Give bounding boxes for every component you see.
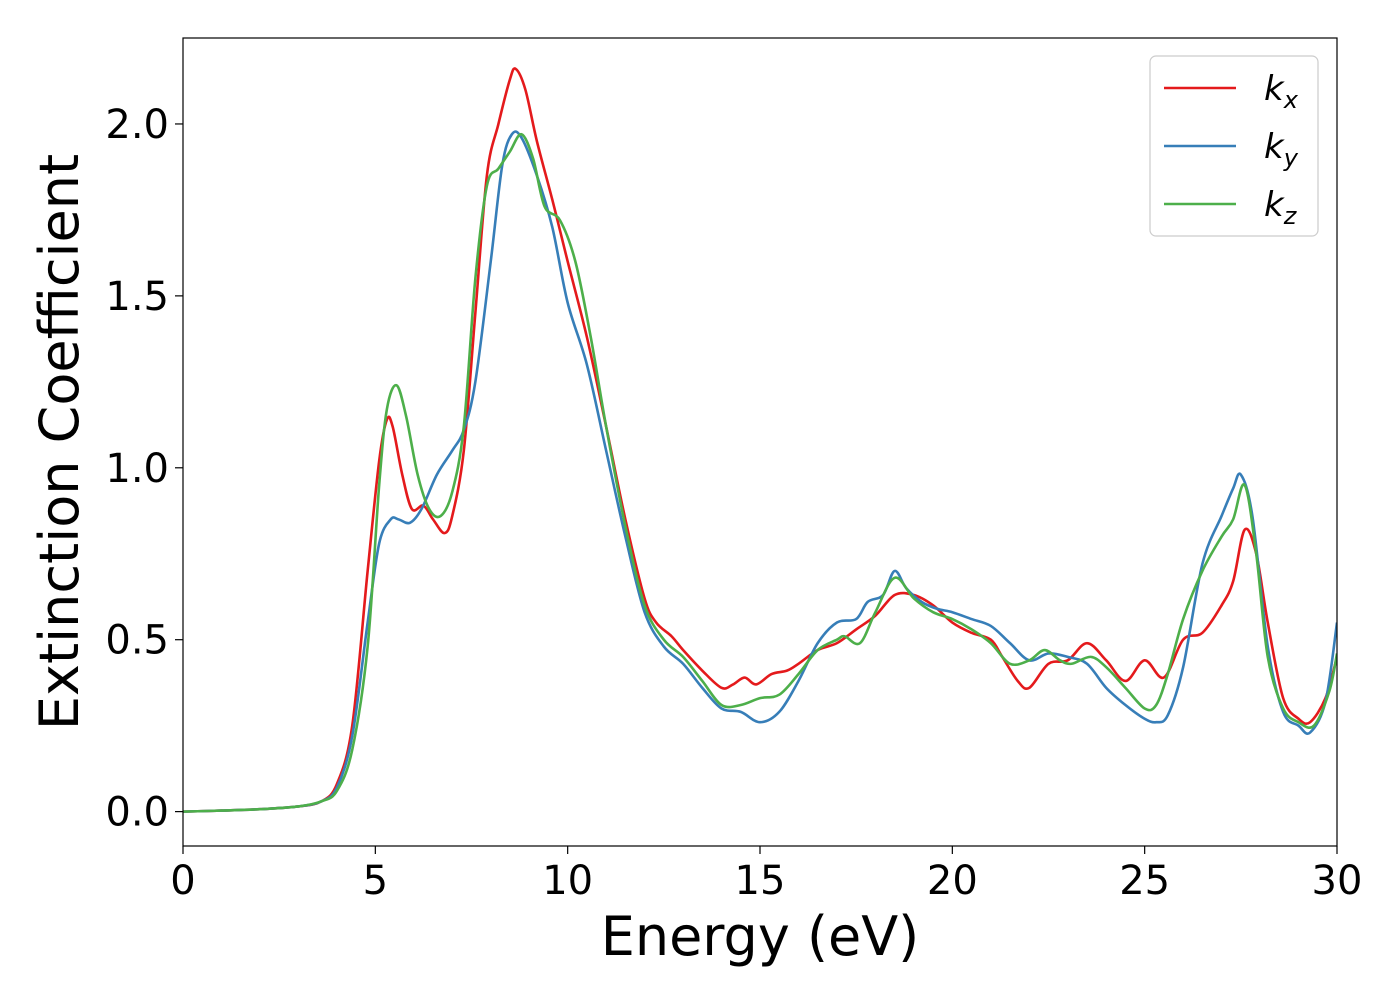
x-tick-label: 5 xyxy=(363,858,388,904)
y-axis-title: Extinction Coefficient xyxy=(28,154,91,730)
y-tick-label: 0.5 xyxy=(105,618,169,664)
y-tick-label: 1.5 xyxy=(105,274,169,320)
series-line-kz xyxy=(183,132,1337,813)
series-line-ky xyxy=(183,130,1337,813)
x-tick-label: 25 xyxy=(1119,858,1170,904)
y-tick-label: 0.0 xyxy=(105,790,169,836)
legend-label: kz xyxy=(1264,185,1298,230)
y-tick-label: 2.0 xyxy=(105,102,169,148)
x-tick-label: 15 xyxy=(735,858,786,904)
legend-label-base: k xyxy=(1264,185,1285,225)
y-tick-label: 1.0 xyxy=(105,446,169,492)
legend-label: kx xyxy=(1264,69,1299,114)
x-tick-label: 0 xyxy=(170,858,195,904)
x-tick-label: 20 xyxy=(927,858,978,904)
series-layer xyxy=(183,67,1337,813)
legend-label-base: k xyxy=(1264,69,1285,109)
y-axis-ticks: 0.0 0.5 1.0 1.5 2.0 xyxy=(105,102,183,836)
x-tick-label: 10 xyxy=(542,858,593,904)
legend-label: ky xyxy=(1264,127,1299,172)
series-line-kx xyxy=(183,67,1337,813)
x-tick-label: 30 xyxy=(1312,858,1363,904)
x-axis-ticks: 0 5 10 15 20 25 30 xyxy=(170,846,1362,904)
legend-label-subscript: y xyxy=(1283,144,1299,172)
x-axis-title: Energy (eV) xyxy=(601,905,920,968)
legend-label-subscript: x xyxy=(1283,86,1299,114)
legend-label-base: k xyxy=(1264,127,1285,167)
legend-label-subscript: z xyxy=(1283,202,1298,230)
